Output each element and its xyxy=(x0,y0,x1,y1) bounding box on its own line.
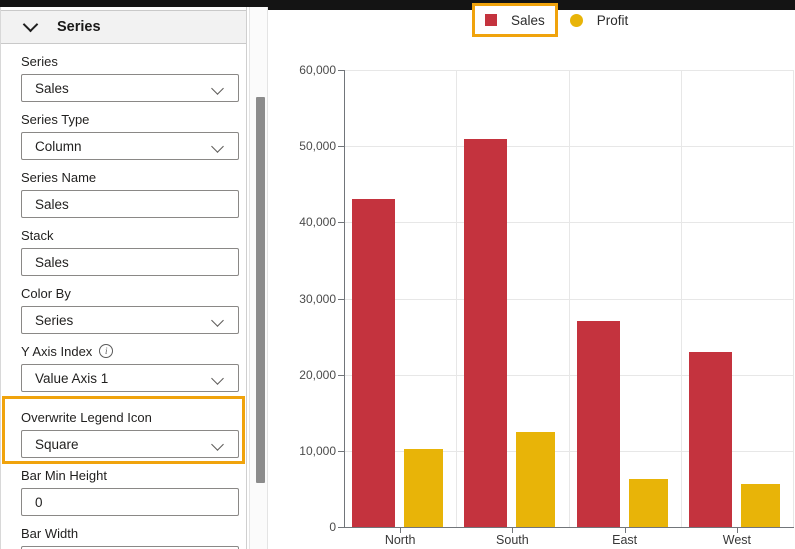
bar-profit-north[interactable] xyxy=(404,449,444,527)
bar-sales-east[interactable] xyxy=(576,321,620,527)
y-axis-tick xyxy=(338,450,344,452)
x-axis-label: South xyxy=(496,533,529,547)
field-label-text: Series Type xyxy=(21,111,90,127)
y-axis-line xyxy=(344,70,345,527)
dropdown-selected-value: Column xyxy=(35,138,82,154)
field-label-text: Bar Width xyxy=(21,525,79,541)
field-label-color-by: Color By xyxy=(21,285,239,301)
series-section-header[interactable]: Series xyxy=(1,10,246,44)
y-axis-label: 30,000 xyxy=(299,291,336,306)
y-axis-label: 50,000 xyxy=(299,139,336,154)
x-axis-label: West xyxy=(722,533,751,547)
dropdown-selected-value: Square xyxy=(35,436,79,452)
field-label-series-type: Series Type xyxy=(21,111,239,127)
field-label-text: Bar Min Height xyxy=(21,467,107,483)
dropdown-selected-value: Series xyxy=(35,312,74,328)
legend-label-sales: Sales xyxy=(511,12,545,28)
input-bar-min-height[interactable] xyxy=(21,488,239,516)
y-axis-tick xyxy=(338,527,344,528)
x-gridline xyxy=(680,70,682,527)
x-gridline xyxy=(793,70,794,527)
highlight-annotation-box: Overwrite Legend Icon Square xyxy=(2,396,245,464)
chevron-down-icon xyxy=(211,314,224,327)
x-axis-label: North xyxy=(384,533,416,547)
dropdown-y-axis-index[interactable]: Value Axis 1 xyxy=(21,364,239,392)
field-label-overwrite-legend-icon: Overwrite Legend Icon xyxy=(21,409,239,425)
x-axis-label: East xyxy=(612,533,638,547)
y-axis-label: 20,000 xyxy=(299,367,336,382)
section-title: Series xyxy=(57,19,101,35)
field-label-text: Series Name xyxy=(21,169,97,185)
dropdown-selected-value: Value Axis 1 xyxy=(35,370,109,386)
field-label-bar-min-height: Bar Min Height xyxy=(21,467,239,483)
field-label-series: Series xyxy=(21,53,239,69)
chevron-down-icon xyxy=(211,140,224,153)
sales-legend-square-icon xyxy=(485,14,497,26)
chevron-down-icon xyxy=(211,82,224,95)
field-label-bar-width: Bar Width xyxy=(21,525,239,541)
field-list: Series Sales Series Type Column Series Name S… xyxy=(1,44,246,549)
x-axis-tick xyxy=(624,528,626,533)
bar-profit-south[interactable] xyxy=(516,431,556,527)
panel-scrollbar-thumb[interactable] xyxy=(256,97,265,483)
legend-item-profit[interactable]: Profit xyxy=(560,5,639,35)
field-label-series-name: Series Name xyxy=(21,169,239,185)
profit-legend-circle-icon xyxy=(569,13,583,27)
x-axis-tick xyxy=(400,528,402,533)
y-axis-label: 0 xyxy=(329,520,336,534)
bar-profit-west[interactable] xyxy=(740,483,780,527)
field-label-text: Series xyxy=(21,53,58,69)
dropdown-color-by[interactable]: Series xyxy=(21,306,239,334)
y-axis-label: 40,000 xyxy=(299,215,336,230)
chevron-down-icon xyxy=(22,16,39,33)
x-gridline xyxy=(456,70,458,527)
field-label-stack: Stack xyxy=(21,227,239,243)
input-series-name[interactable] xyxy=(21,190,239,218)
chevron-down-icon xyxy=(211,372,224,385)
y-axis-label: 10,000 xyxy=(299,443,336,458)
y-axis-label: 60,000 xyxy=(299,63,336,77)
y-axis-tick xyxy=(338,374,344,376)
bar-profit-east[interactable] xyxy=(628,479,668,527)
format-panel: Series Series Sales Series Type Column Serie… xyxy=(0,7,247,549)
chevron-down-icon xyxy=(211,438,224,451)
x-gridline xyxy=(568,70,570,527)
dropdown-selected-value: Sales xyxy=(35,80,69,96)
x-axis-tick xyxy=(736,528,738,533)
x-axis-line xyxy=(344,527,794,528)
x-axis-tick xyxy=(512,528,514,533)
bar-sales-north[interactable] xyxy=(352,199,396,527)
field-label-y-axis-index: Y Axis Index i xyxy=(21,343,239,359)
dropdown-overwrite-legend-icon[interactable]: Square xyxy=(21,430,239,458)
legend-label-profit: Profit xyxy=(596,12,629,28)
field-label-text: Stack xyxy=(21,227,54,243)
dropdown-series-type[interactable]: Column xyxy=(21,132,239,160)
chart-legend: Sales Profit xyxy=(472,2,638,38)
dropdown-series[interactable]: Sales xyxy=(21,74,239,102)
input-stack[interactable] xyxy=(21,248,239,276)
panel-scrollbar-track[interactable] xyxy=(249,7,268,549)
y-axis-tick xyxy=(338,70,344,71)
field-label-text: Y Axis Index xyxy=(21,343,93,359)
y-axis-tick xyxy=(338,298,344,300)
y-axis-tick xyxy=(338,146,344,148)
bar-sales-south[interactable] xyxy=(464,138,508,527)
legend-item-sales[interactable]: Sales xyxy=(472,3,558,37)
field-label-text: Color By xyxy=(21,285,71,301)
y-axis-tick xyxy=(338,222,344,224)
input-bar-width[interactable] xyxy=(21,546,239,549)
bar-sales-west[interactable] xyxy=(688,351,732,527)
field-label-text: Overwrite Legend Icon xyxy=(21,409,152,425)
info-icon[interactable]: i xyxy=(99,344,114,358)
